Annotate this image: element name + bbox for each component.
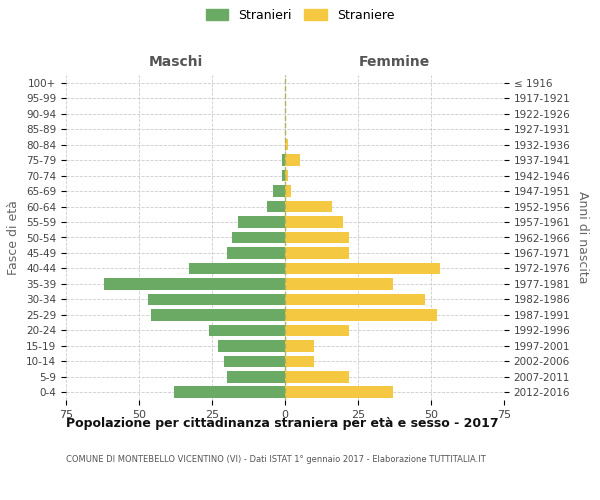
Bar	[268, 200, 285, 212]
Bar	[285, 356, 314, 367]
Bar	[285, 294, 425, 305]
Bar	[285, 278, 393, 289]
Bar	[218, 340, 285, 351]
Bar	[238, 216, 285, 228]
Bar	[174, 386, 285, 398]
Bar	[282, 154, 285, 166]
Text: Femmine: Femmine	[359, 55, 430, 69]
Bar	[232, 232, 285, 243]
Bar	[209, 324, 285, 336]
Bar	[285, 262, 440, 274]
Bar	[285, 309, 437, 320]
Text: Popolazione per cittadinanza straniera per età e sesso - 2017: Popolazione per cittadinanza straniera p…	[66, 418, 499, 430]
Bar	[285, 247, 349, 259]
Text: COMUNE DI MONTEBELLO VICENTINO (VI) - Dati ISTAT 1° gennaio 2017 - Elaborazione : COMUNE DI MONTEBELLO VICENTINO (VI) - Da…	[66, 455, 486, 464]
Bar	[285, 186, 291, 197]
Bar	[282, 170, 285, 181]
Bar	[285, 216, 343, 228]
Bar	[285, 340, 314, 351]
Bar	[285, 170, 288, 181]
Bar	[285, 154, 299, 166]
Bar	[285, 386, 393, 398]
Bar	[227, 371, 285, 382]
Bar	[285, 371, 349, 382]
Bar	[151, 309, 285, 320]
Bar	[188, 262, 285, 274]
Bar	[285, 324, 349, 336]
Y-axis label: Fasce di età: Fasce di età	[7, 200, 20, 275]
Bar	[274, 186, 285, 197]
Bar	[148, 294, 285, 305]
Y-axis label: Anni di nascita: Anni di nascita	[576, 191, 589, 284]
Legend: Stranieri, Straniere: Stranieri, Straniere	[203, 6, 397, 24]
Text: Maschi: Maschi	[148, 55, 203, 69]
Bar	[285, 200, 332, 212]
Bar	[285, 139, 288, 150]
Bar	[227, 247, 285, 259]
Bar	[285, 232, 349, 243]
Bar	[104, 278, 285, 289]
Bar	[224, 356, 285, 367]
